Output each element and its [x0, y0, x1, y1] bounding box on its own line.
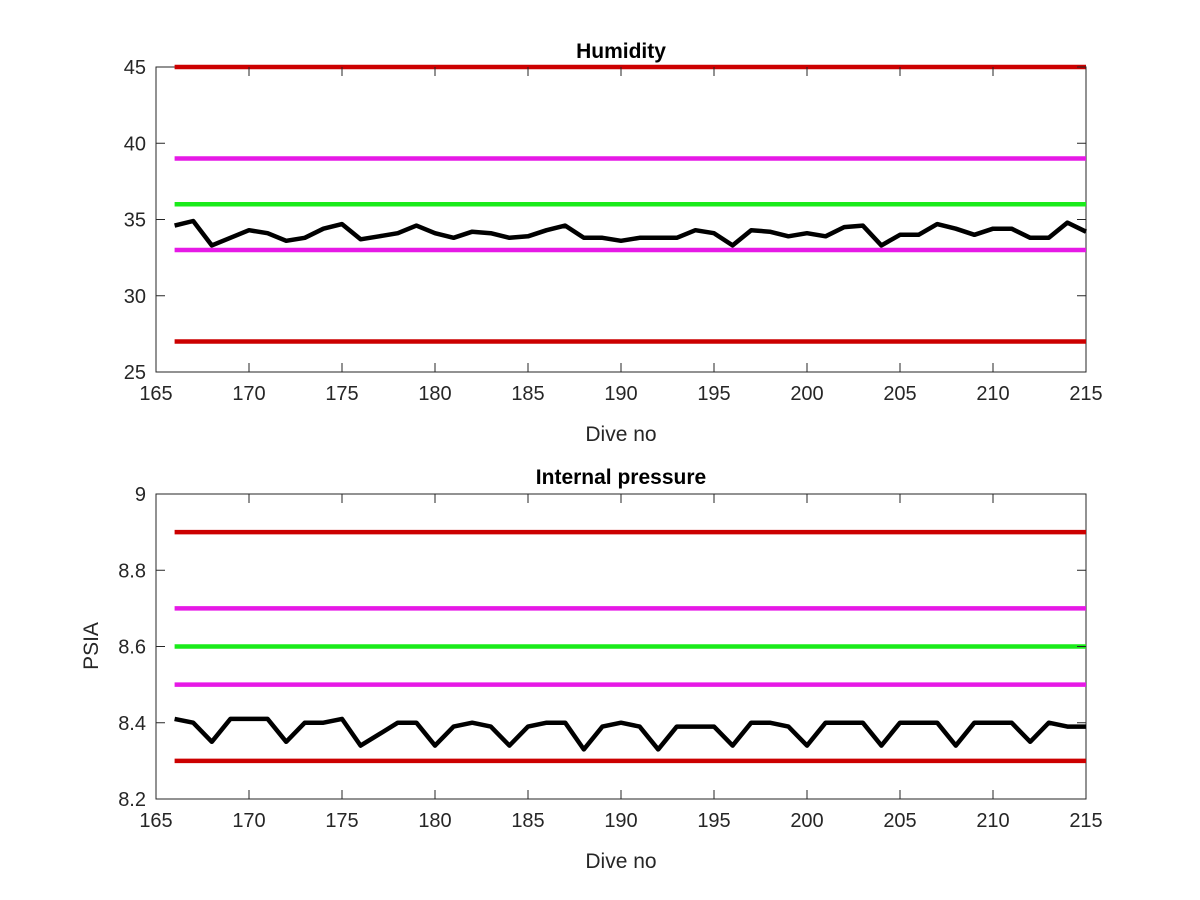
humidity-subplot: 165 170 175 180 185 190 195 200 205 210 215 25 30 35… [124, 40, 1103, 446]
humidity-y-tick-label: 25 [124, 362, 146, 384]
pressure-y-tick-label: 8.8 [118, 560, 146, 582]
pressure-y-tick-label: 8.4 [118, 713, 146, 735]
humidity-y-tick-label: 45 [124, 57, 146, 79]
pressure-x-tick-label: 175 [325, 810, 358, 832]
humidity-x-ticks: 165 170 175 180 185 190 195 200 205 210 215 [139, 67, 1103, 405]
pressure-chart-title: Internal pressure [536, 466, 706, 489]
pressure-x-tick-label: 180 [418, 810, 451, 832]
humidity-x-tick-label: 195 [697, 383, 730, 405]
humidity-x-tick-label: 180 [418, 383, 451, 405]
pressure-y-tick-label: 8.6 [118, 637, 146, 659]
pressure-x-ticks: 165 170 175 180 185 190 195 200 205 210 215 [139, 494, 1103, 832]
pressure-x-tick-label: 165 [139, 810, 172, 832]
humidity-x-tick-label: 170 [232, 383, 265, 405]
pressure-x-tick-label: 195 [697, 810, 730, 832]
humidity-x-tick-label: 210 [976, 383, 1009, 405]
pressure-x-tick-label: 200 [790, 810, 823, 832]
pressure-data-line-0 [174, 716, 1086, 752]
humidity-axes-box [155, 66, 1087, 373]
humidity-data-line-0 [174, 218, 1087, 248]
humidity-x-axis-label: Dive no [585, 423, 656, 446]
humidity-x-tick-label: 205 [883, 383, 916, 405]
pressure-x-axis-label: Dive no [585, 850, 656, 873]
humidity-x-tick-label: 215 [1069, 383, 1102, 405]
pressure-y-tick-label: 9 [135, 484, 146, 506]
humidity-x-tick-label: 175 [325, 383, 358, 405]
humidity-y-tick-label: 40 [124, 133, 146, 155]
humidity-y-ticks: 25 30 35 40 45 [124, 57, 1086, 384]
pressure-y-axis-label: PSIA [80, 622, 103, 670]
pressure-x-tick-label: 215 [1069, 810, 1102, 832]
pressure-subplot: 165 170 175 180 185 190 195 200 205 210 215 8.2 8.4… [80, 466, 1103, 873]
pressure-y-tick-label: 8.2 [118, 789, 146, 811]
pressure-x-tick-label: 170 [232, 810, 265, 832]
pressure-limit-lines [174, 529, 1086, 764]
humidity-y-tick-label: 30 [124, 286, 146, 308]
humidity-y-tick-label: 35 [124, 210, 146, 232]
humidity-x-tick-label: 185 [511, 383, 544, 405]
humidity-x-tick-label: 200 [790, 383, 823, 405]
pressure-x-tick-label: 205 [883, 810, 916, 832]
humidity-series [174, 218, 1087, 248]
pressure-x-tick-label: 185 [511, 810, 544, 832]
pressure-y-ticks: 8.2 8.4 8.6 8.8 9 [118, 484, 1086, 811]
pressure-x-tick-label: 190 [604, 810, 637, 832]
humidity-chart-title: Humidity [576, 40, 666, 63]
pressure-series [174, 716, 1086, 752]
humidity-x-tick-label: 190 [604, 383, 637, 405]
pressure-x-tick-label: 210 [976, 810, 1009, 832]
humidity-limit-lines [174, 64, 1086, 344]
humidity-x-tick-label: 165 [139, 383, 172, 405]
